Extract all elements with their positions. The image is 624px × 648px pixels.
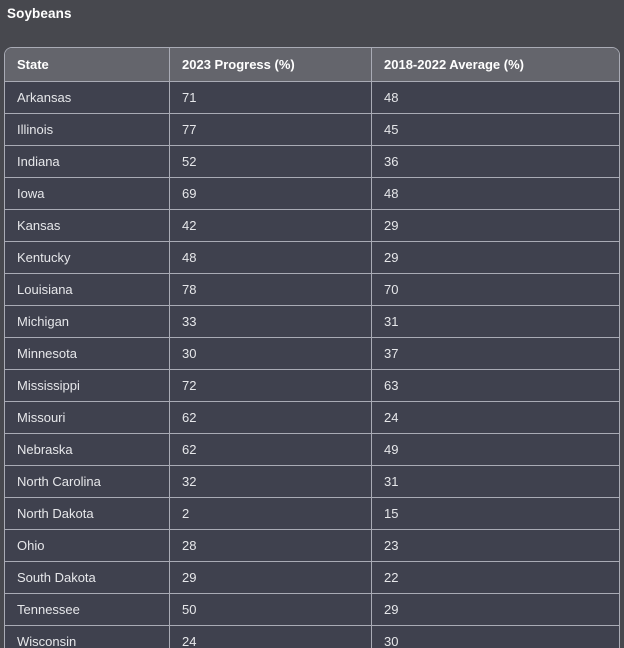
progress-cell: 50 — [169, 594, 371, 625]
progress-cell: 28 — [169, 530, 371, 561]
average-cell: 37 — [371, 338, 619, 369]
state-cell: Wisconsin — [17, 634, 77, 648]
table-row: Wisconsin 24 30 — [5, 625, 619, 648]
table-row: South Dakota 29 22 — [5, 561, 619, 593]
average-cell: 29 — [371, 242, 619, 273]
table-row: Ohio 28 23 — [5, 529, 619, 561]
average-cell: 31 — [371, 466, 619, 497]
progress-cell: 78 — [169, 274, 371, 305]
table-row: Illinois 77 45 — [5, 113, 619, 145]
state-cell: Mississippi — [17, 378, 80, 393]
state-cell: Kansas — [17, 218, 61, 233]
state-cell: North Carolina — [17, 474, 101, 489]
state-cell: North Dakota — [17, 506, 94, 521]
table-body: Arkansas 71 48 Illinois 77 45 Indiana 52 36 Iowa 6… — [5, 81, 619, 648]
progress-cell: 29 — [169, 562, 371, 593]
average-cell: 29 — [371, 594, 619, 625]
header-cell-2018-2022-average: 2018-2022 Average (%) — [371, 48, 619, 81]
table-row: North Carolina 32 31 — [5, 465, 619, 497]
average-cell: 45 — [371, 114, 619, 145]
average-cell: 29 — [371, 210, 619, 241]
progress-cell: 30 — [169, 338, 371, 369]
state-cell: Indiana — [17, 154, 60, 169]
table-row: Tennessee 50 29 — [5, 593, 619, 625]
progress-cell: 52 — [169, 146, 371, 177]
table-row: Iowa 69 48 — [5, 177, 619, 209]
average-cell: 23 — [371, 530, 619, 561]
soybeans-table: State 2023 Progress (%) 2018-2022 Averag… — [4, 47, 620, 648]
table-header-row: State 2023 Progress (%) 2018-2022 Averag… — [5, 48, 619, 81]
average-cell: 36 — [371, 146, 619, 177]
progress-cell: 69 — [169, 178, 371, 209]
table-row: Nebraska 62 49 — [5, 433, 619, 465]
state-cell: Ohio — [17, 538, 45, 553]
progress-cell: 77 — [169, 114, 371, 145]
average-cell: 48 — [371, 82, 619, 113]
state-cell: Louisiana — [17, 282, 73, 297]
average-cell: 22 — [371, 562, 619, 593]
state-cell: Arkansas — [17, 90, 72, 105]
progress-cell: 24 — [169, 626, 371, 648]
progress-cell: 48 — [169, 242, 371, 273]
progress-cell: 71 — [169, 82, 371, 113]
table-row: Kentucky 48 29 — [5, 241, 619, 273]
progress-cell: 62 — [169, 402, 371, 433]
state-cell: Iowa — [17, 186, 45, 201]
progress-cell: 2 — [169, 498, 371, 529]
average-cell: 15 — [371, 498, 619, 529]
header-cell-state: State — [17, 57, 49, 72]
table-row: Mississippi 72 63 — [5, 369, 619, 401]
state-cell: Illinois — [17, 122, 54, 137]
progress-cell: 42 — [169, 210, 371, 241]
progress-cell: 33 — [169, 306, 371, 337]
table-row: North Dakota 2 15 — [5, 497, 619, 529]
state-cell: Missouri — [17, 410, 66, 425]
table-row: Minnesota 30 37 — [5, 337, 619, 369]
state-cell: Tennessee — [17, 602, 80, 617]
average-cell: 24 — [371, 402, 619, 433]
table-row: Kansas 42 29 — [5, 209, 619, 241]
average-cell: 70 — [371, 274, 619, 305]
state-cell: Nebraska — [17, 442, 73, 457]
table-row: Missouri 62 24 — [5, 401, 619, 433]
progress-cell: 72 — [169, 370, 371, 401]
page-title: Soybeans — [7, 6, 72, 21]
progress-cell: 32 — [169, 466, 371, 497]
table-row: Michigan 33 31 — [5, 305, 619, 337]
table-row: Louisiana 78 70 — [5, 273, 619, 305]
average-cell: 31 — [371, 306, 619, 337]
state-cell: Kentucky — [17, 250, 71, 265]
average-cell: 30 — [371, 626, 619, 648]
average-cell: 48 — [371, 178, 619, 209]
header-cell-2023-progress: 2023 Progress (%) — [169, 48, 371, 81]
average-cell: 63 — [371, 370, 619, 401]
table-row: Indiana 52 36 — [5, 145, 619, 177]
state-cell: South Dakota — [17, 570, 96, 585]
table-row: Arkansas 71 48 — [5, 81, 619, 113]
state-cell: Michigan — [17, 314, 70, 329]
state-cell: Minnesota — [17, 346, 77, 361]
progress-cell: 62 — [169, 434, 371, 465]
average-cell: 49 — [371, 434, 619, 465]
